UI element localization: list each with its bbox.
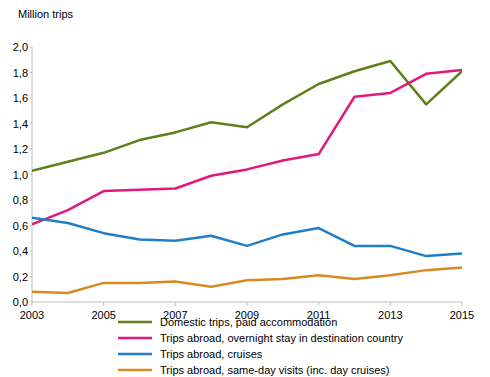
legend-label: Domestic trips, paid accommodation: [160, 316, 337, 328]
y-tick-label: 1,0: [13, 169, 28, 181]
y-tick-label: 1,6: [13, 92, 28, 104]
x-tick: [462, 302, 463, 306]
x-tick-label: 2015: [450, 309, 474, 321]
series-line: [32, 61, 462, 171]
chart: Million trips 0,0 0,2 0,4 0,6 0,8 1,0 1,2 1,4 1,6…: [0, 0, 490, 377]
y-tick-label: 0,4: [13, 245, 28, 257]
legend-swatch: [118, 337, 152, 340]
y-tick-label: 0,2: [13, 271, 28, 283]
series-line: [32, 218, 462, 256]
x-tick: [103, 302, 104, 306]
x-tick: [318, 302, 319, 306]
x-tick: [175, 302, 176, 306]
legend-label: Trips abroad, cruises: [160, 348, 263, 360]
x-tick-label: 2003: [20, 309, 44, 321]
legend-swatch: [118, 353, 152, 356]
legend-swatch: [118, 321, 152, 324]
y-tick-label: 2,0: [13, 41, 28, 53]
y-tick-label: 1,8: [13, 67, 28, 79]
y-tick-label: 0,8: [13, 194, 28, 206]
y-tick-label: 0,0: [13, 296, 28, 308]
plot-area: [32, 61, 462, 293]
x-tick-label: 2013: [378, 309, 402, 321]
y-tick-label: 1,4: [13, 118, 28, 130]
legend-label: Trips abroad, same-day visits (inc. day …: [160, 364, 389, 376]
y-axis-title: Million trips: [18, 8, 74, 20]
y-tick-label: 1,2: [13, 143, 28, 155]
series-line: [32, 70, 462, 224]
y-axis: [32, 47, 33, 302]
x-tick-label: 2005: [91, 309, 115, 321]
legend-label: Trips abroad, overnight stay in destinat…: [160, 332, 403, 344]
y-tick-label: 0,6: [13, 220, 28, 232]
legend-swatch: [118, 369, 152, 372]
series-line: [32, 268, 462, 294]
x-tick: [247, 302, 248, 306]
x-tick: [390, 302, 391, 306]
x-tick: [32, 302, 33, 306]
